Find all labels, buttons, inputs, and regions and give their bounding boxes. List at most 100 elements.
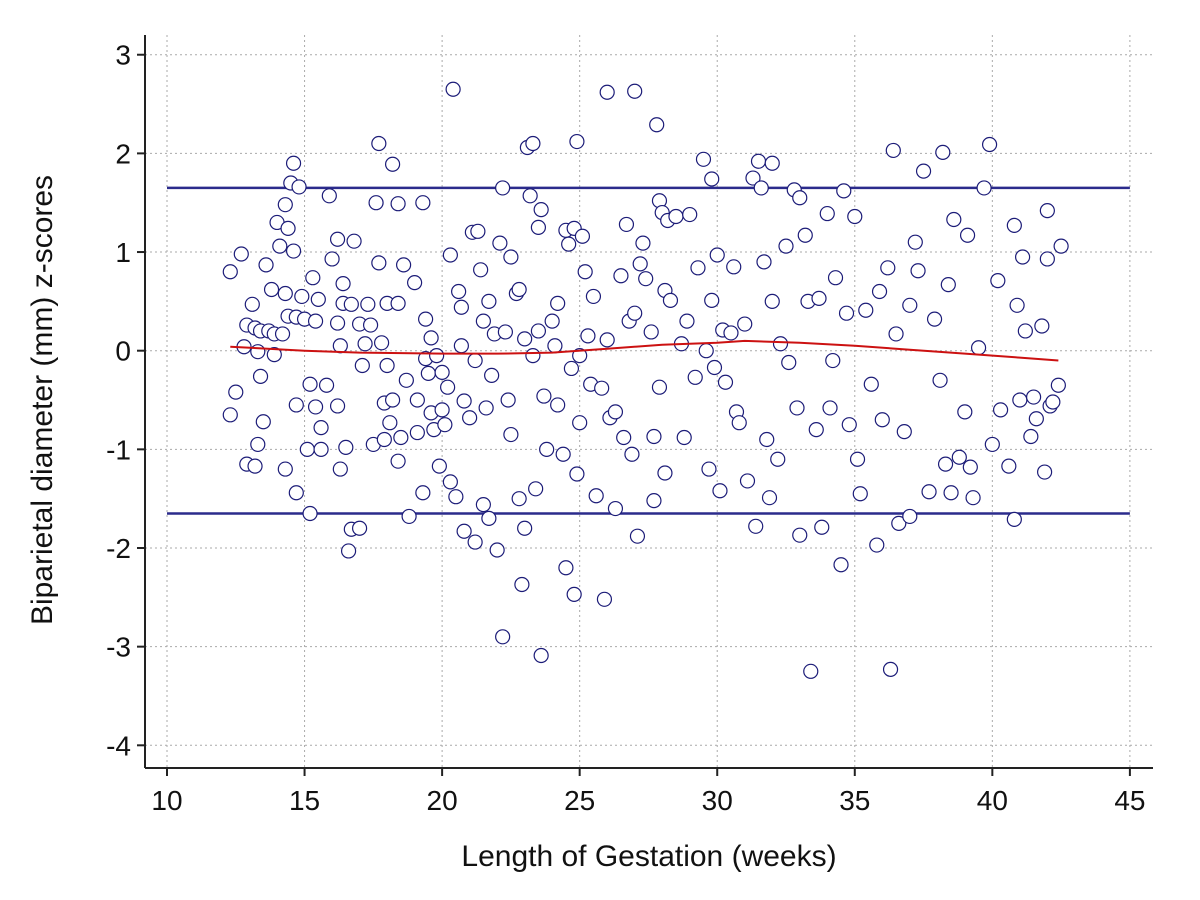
point [885,142,901,159]
point [390,196,406,212]
point [346,233,362,249]
point [869,537,885,553]
point [594,380,610,396]
point [1039,203,1055,219]
point [442,474,458,490]
point [827,270,844,286]
point [638,271,654,287]
point [723,325,739,341]
point [390,295,406,311]
point [409,392,425,408]
point [530,323,547,339]
point [305,270,321,286]
point [781,354,797,371]
point [863,376,879,392]
point [409,424,425,441]
point [362,317,379,333]
point [679,313,695,329]
point [371,255,387,271]
point [423,330,439,346]
point [340,543,357,559]
point [599,84,615,100]
point [398,372,414,388]
point [566,586,582,602]
point [475,496,491,513]
point [335,276,351,292]
point [448,489,464,505]
point [668,208,684,225]
point [959,227,976,243]
point [888,326,904,342]
point [373,335,390,351]
point [613,268,629,284]
point [695,151,712,167]
point [646,428,662,445]
point [946,211,962,228]
point [244,296,260,312]
point [228,384,244,400]
point [252,368,269,384]
point [329,398,346,414]
trend-line [230,339,1059,362]
point [277,197,293,213]
point [712,483,728,499]
point [514,576,530,593]
point [676,429,692,446]
point [274,326,291,342]
point [382,415,398,431]
point [772,336,789,352]
point [456,393,472,409]
point [401,508,417,525]
point [709,247,725,263]
point [511,281,527,298]
point [731,415,747,431]
point [687,369,703,385]
point [871,283,888,300]
point [522,188,538,204]
point [489,542,505,558]
point [500,392,516,408]
point [759,431,775,448]
point [847,208,863,225]
point [318,377,335,393]
point [376,431,392,448]
point [932,372,948,388]
point [753,180,769,196]
point [528,481,544,497]
point [629,528,646,544]
point [338,439,354,455]
x-tick-label: 15 [289,785,320,816]
point [503,426,519,443]
point [580,328,596,344]
point [481,510,497,527]
point [1039,251,1055,267]
point [789,400,805,416]
point [530,219,547,235]
point [745,170,761,186]
point [547,338,563,354]
point [814,519,830,535]
point [1034,318,1050,334]
point [921,484,937,500]
y-tick-label: -3 [106,632,131,663]
point [825,352,841,369]
point [440,379,456,395]
point [981,136,998,153]
point [470,223,486,239]
point [313,420,329,436]
point [321,188,337,204]
point [739,473,756,489]
y-tick-label: 1 [115,237,131,268]
point [891,515,907,531]
point [310,291,326,307]
point [792,527,808,543]
point [957,404,973,420]
point [478,400,494,416]
point [874,412,890,428]
point [558,560,574,576]
point [1026,389,1042,405]
point [550,397,566,413]
point [572,348,588,364]
point [737,316,753,332]
